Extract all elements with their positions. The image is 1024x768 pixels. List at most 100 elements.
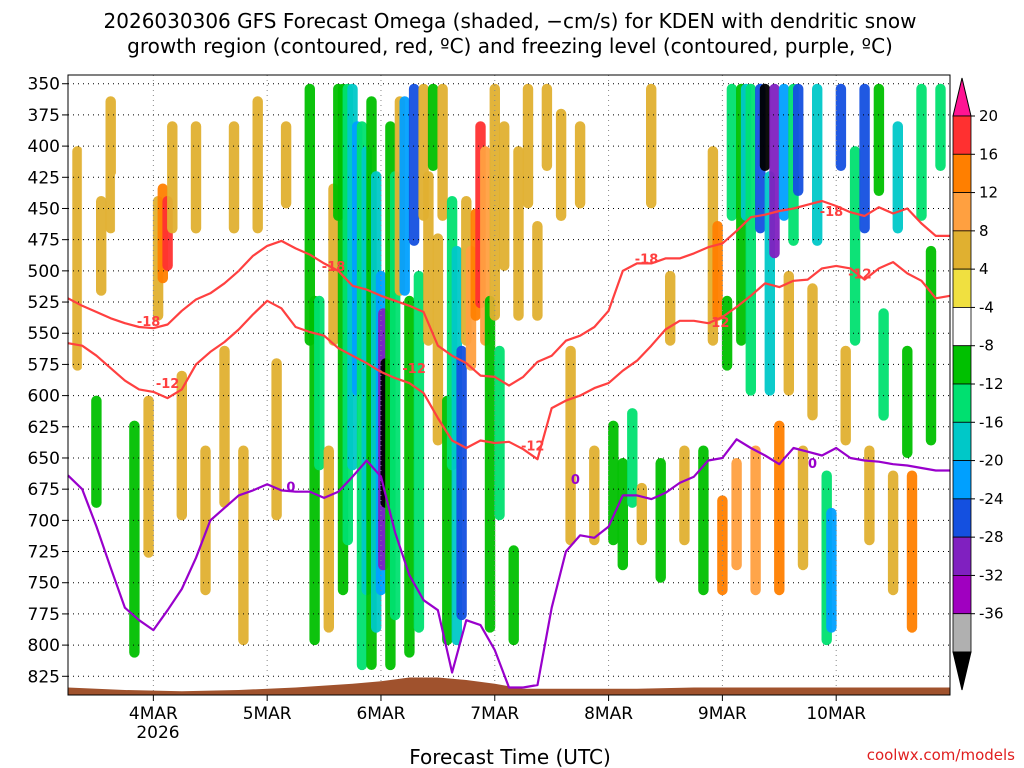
dgz-bottom-label: -12 xyxy=(402,362,426,377)
omega-band xyxy=(745,83,756,396)
colorbar-label: 16 xyxy=(979,145,998,163)
omega-band xyxy=(906,470,918,633)
omega-band xyxy=(598,233,609,346)
omega-band xyxy=(617,458,628,571)
y-tick-label: 550 xyxy=(28,324,60,344)
colorbar-swatch xyxy=(952,460,972,500)
y-axis: 350 375 400 425 450 475 500 525 550 575 600 625 650 6… xyxy=(28,75,68,687)
omega-band xyxy=(480,146,491,346)
omega-band xyxy=(314,295,325,471)
colorbar-swatch xyxy=(952,115,972,155)
omega-band xyxy=(81,114,93,421)
omega-band xyxy=(408,83,420,246)
colorbar-swatch xyxy=(952,345,972,385)
omega-band xyxy=(726,83,738,221)
colorbar-label: -4 xyxy=(979,298,994,316)
omega-band xyxy=(750,445,761,596)
colorbar-label: -24 xyxy=(979,490,1004,508)
dgz-top-label: -18 xyxy=(137,315,161,330)
omega-band xyxy=(323,445,334,633)
credit-label[interactable]: coolwx.com/models xyxy=(867,746,1015,764)
omega-band xyxy=(494,345,505,521)
colorbar-top-arrow xyxy=(952,77,972,117)
omega-band xyxy=(190,121,202,234)
y-tick-label: 750 xyxy=(28,574,60,594)
freezing-level-label: 0 xyxy=(286,481,295,496)
colorbar-swatch xyxy=(952,192,972,232)
freezing-level-contour xyxy=(67,438,950,689)
omega-band xyxy=(693,108,704,234)
y-tick-label: 575 xyxy=(28,355,60,375)
y-tick-label: 425 xyxy=(28,168,60,188)
dgz-top-label: -18 xyxy=(635,252,659,267)
colorbar-swatch xyxy=(952,268,972,308)
omega-band xyxy=(565,345,576,546)
x-tick-label: 4MAR xyxy=(129,704,178,724)
omega-band xyxy=(508,545,519,646)
omega-band xyxy=(484,295,496,633)
y-tick-label: 375 xyxy=(28,106,60,126)
x-year-label: 2026 xyxy=(136,723,179,743)
colorbar-label: -20 xyxy=(979,452,1004,470)
colorbar-label: 8 xyxy=(979,222,989,240)
omega-band xyxy=(807,283,818,421)
omega-band xyxy=(541,83,553,171)
omega-band xyxy=(812,83,823,246)
y-tick-label: 650 xyxy=(28,449,60,469)
omega-band xyxy=(295,83,306,234)
y-tick-label: 775 xyxy=(28,605,60,625)
omega-shading xyxy=(72,83,946,671)
chart-title-line2: growth region (contoured, red, ºC) and f… xyxy=(127,34,893,58)
colorbar-label: 20 xyxy=(979,107,998,125)
omega-band xyxy=(238,445,249,646)
omega-band xyxy=(769,83,780,259)
omega-band xyxy=(72,146,83,371)
omega-band xyxy=(133,96,145,221)
omega-band xyxy=(427,83,439,171)
omega-band xyxy=(129,420,140,658)
omega-band xyxy=(252,96,263,234)
x-tick-label: 6MAR xyxy=(356,704,405,724)
x-axis: 4MAR 5MAR 6MAR 7MAR 8MAR 9MAR 10MAR xyxy=(129,695,866,724)
dgz-bottom-contour xyxy=(67,261,951,461)
omega-band xyxy=(646,83,657,209)
omega-band xyxy=(778,83,790,221)
x-tick-label: 5MAR xyxy=(243,704,292,724)
omega-band xyxy=(176,370,187,521)
colorbar-label: -32 xyxy=(979,566,1004,584)
colorbar-bottom-arrow xyxy=(952,651,972,691)
omega-band xyxy=(935,83,946,171)
dgz-bottom-label: -12 xyxy=(156,377,180,392)
temperature-contours: -18 -18 -18 -18 -12 -12 -12 -12 -12 0 0 0 xyxy=(67,199,951,689)
colorbar-label: -12 xyxy=(979,375,1004,393)
terrain xyxy=(68,677,950,695)
omega-band xyxy=(271,358,282,521)
omega-band xyxy=(209,83,221,221)
colorbar-label: -28 xyxy=(979,528,1004,546)
omega-band xyxy=(902,345,913,458)
omega-band xyxy=(608,420,619,546)
omega-band xyxy=(432,233,444,446)
omega-band xyxy=(774,420,785,596)
omega-band xyxy=(826,507,837,633)
y-tick-label: 725 xyxy=(28,543,60,563)
omega-band xyxy=(437,83,448,221)
omega-band xyxy=(404,295,415,658)
colorbar-swatch xyxy=(952,498,972,538)
omega-band xyxy=(114,171,126,346)
omega-band xyxy=(793,83,804,196)
dgz-bottom-label: -12 xyxy=(848,267,872,282)
omega-band xyxy=(513,146,524,321)
dgz-top-contour xyxy=(67,199,950,387)
omega-band xyxy=(731,458,742,571)
omega-band xyxy=(532,221,543,321)
omega-band xyxy=(679,445,690,546)
omega-band xyxy=(759,83,771,171)
dgz-top-label: -18 xyxy=(820,205,844,220)
omega-band xyxy=(143,395,154,558)
dgz-bottom-label: -12 xyxy=(521,440,545,455)
omega-band xyxy=(91,395,102,508)
dgz-top-label: -18 xyxy=(322,260,346,275)
x-axis-title: Forecast Time (UTC) xyxy=(409,745,611,768)
colorbar-swatch xyxy=(952,307,972,347)
